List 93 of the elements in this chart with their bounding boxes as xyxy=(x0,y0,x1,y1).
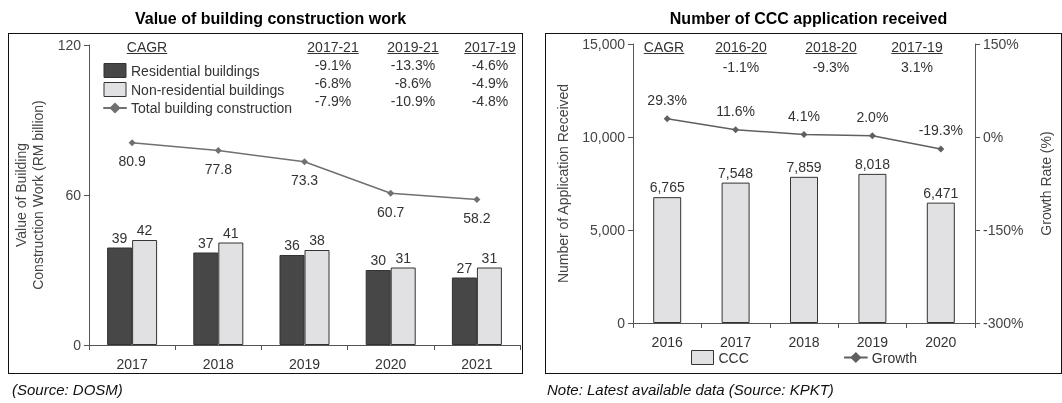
data-label: 80.9 xyxy=(118,153,146,170)
text: Note: Latest available data (Source: KPKT) xyxy=(547,381,834,398)
annotation: 3.1% xyxy=(901,59,933,75)
data-label: 42 xyxy=(136,222,153,238)
x-tick-label: 2018 xyxy=(788,334,820,350)
y-tick-label: 10,000 xyxy=(582,129,626,145)
annotation: -13.3% xyxy=(390,57,436,73)
legend-label: Growth xyxy=(871,349,917,366)
data-label: 41 xyxy=(223,224,239,241)
data-label: 6,471 xyxy=(923,184,959,201)
y-tick-label: 120 xyxy=(57,37,82,53)
y-tick-label: 0 xyxy=(73,337,82,353)
y2-tick-label: -150% xyxy=(983,222,1024,238)
data-label: 37 xyxy=(198,234,214,251)
legend-label: Non-residential buildings xyxy=(131,81,285,98)
point xyxy=(214,147,222,154)
annotation: 2018-20 xyxy=(805,39,857,55)
annotation: 2017-21 xyxy=(307,39,359,55)
bar xyxy=(858,173,887,323)
point xyxy=(128,139,136,147)
y2-axis-title: Growth Rate (%) xyxy=(1037,131,1054,236)
point xyxy=(937,145,945,153)
annotation: -4.8% xyxy=(471,93,509,109)
bar xyxy=(653,197,682,323)
annotation: -9.1% xyxy=(314,57,352,73)
annotation: 2019-21 xyxy=(387,39,439,55)
data-label: 11.6% xyxy=(716,103,755,120)
data-label: 30 xyxy=(370,252,387,268)
legend-label: CCC xyxy=(718,349,749,366)
data-label: 31 xyxy=(395,249,412,266)
chart-title: Number of CCC application received xyxy=(669,9,948,27)
x-tick-label: 2019 xyxy=(856,334,889,350)
data-label: 36 xyxy=(284,237,300,253)
x-tick-label: 2021 xyxy=(461,356,493,372)
y-tick-label: 5,000 xyxy=(589,222,626,238)
annotation: CAGR xyxy=(126,39,168,55)
point xyxy=(732,126,740,134)
data-label: 7,859 xyxy=(786,158,822,175)
chart-title: Value of building construction work xyxy=(134,9,407,27)
x-tick-label: 2016 xyxy=(651,334,683,350)
x-tick-label: 2019 xyxy=(288,356,321,372)
point xyxy=(301,158,308,166)
legend-label: Residential buildings xyxy=(131,62,260,79)
annotation: -9.3% xyxy=(812,59,850,75)
y2-tick-label: -300% xyxy=(983,315,1024,331)
data-label: 31 xyxy=(481,249,498,266)
y-tick-label: 60 xyxy=(65,187,82,203)
x-tick-label: 2017 xyxy=(116,356,148,372)
data-label: 38 xyxy=(309,232,325,248)
data-label: 73.3 xyxy=(290,172,319,189)
annotation: -10.9% xyxy=(390,93,436,109)
annotation: -8.6% xyxy=(394,75,432,91)
annotation: -4.6% xyxy=(471,57,509,73)
point xyxy=(800,130,808,138)
x-tick-label: 2018 xyxy=(202,356,235,372)
annotation: -6.8% xyxy=(314,75,352,91)
annotation: 2017-19 xyxy=(891,39,943,55)
point xyxy=(663,115,671,123)
data-label: 27 xyxy=(456,259,473,276)
annotation: -4.9% xyxy=(471,75,509,91)
data-label: 58.2 xyxy=(463,210,491,226)
text: (Source: DOSM) xyxy=(12,381,123,398)
annotation: -1.1% xyxy=(722,59,760,75)
point xyxy=(868,132,876,140)
y-axis-title: Value of Building Construction Work (RM billion) xyxy=(13,100,47,290)
data-label: 29.3% xyxy=(647,92,688,109)
x-tick-label: 2020 xyxy=(375,356,407,372)
point xyxy=(473,196,481,203)
data-label: 4.1% xyxy=(788,107,820,124)
data-label: 8,018 xyxy=(854,155,891,172)
data-label: -19.3% xyxy=(918,122,963,139)
x-tick-label: 2017 xyxy=(720,334,752,350)
bar xyxy=(790,176,818,323)
annotation: CAGR xyxy=(643,39,685,55)
y-axis-title: Number of Application Received xyxy=(554,83,571,284)
annotation: 2016-20 xyxy=(715,39,767,55)
data-label: 2.0% xyxy=(856,109,889,126)
point xyxy=(387,189,395,197)
annotation: 2017-19 xyxy=(464,39,516,55)
x-tick-label: 2020 xyxy=(925,334,957,350)
data-label: 6,765 xyxy=(649,179,685,196)
data-label: 7,548 xyxy=(718,164,754,181)
bar xyxy=(721,182,750,323)
y2-tick-label: 0% xyxy=(983,129,1004,145)
y-tick-label: 0 xyxy=(617,315,626,331)
data-label: 39 xyxy=(111,229,128,246)
y2-tick-label: 150% xyxy=(983,36,1019,52)
y-tick-label: 15,000 xyxy=(582,36,626,52)
data-label: 77.8 xyxy=(204,161,233,177)
bar xyxy=(926,202,955,323)
annotation: -7.9% xyxy=(314,93,352,109)
data-label: 60.7 xyxy=(377,203,405,220)
legend-label: Total building construction xyxy=(131,100,293,116)
